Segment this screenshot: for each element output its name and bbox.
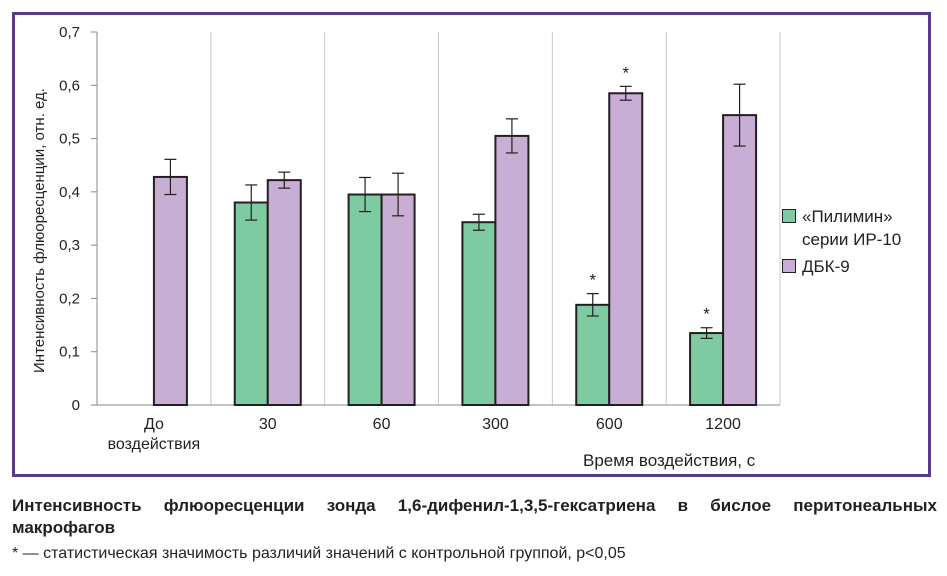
y-tick-label: 0,2 <box>59 290 80 307</box>
bar-dbk9 <box>380 193 416 406</box>
bar-pilimin <box>575 303 611 406</box>
bar-dbk9 <box>152 175 188 406</box>
x-tick-label: 1200 <box>705 416 741 433</box>
legend-item-dbk9: ДБК-9 <box>782 255 901 278</box>
x-tick-label: 30 <box>259 416 277 433</box>
legend-label-pilimin: «Пилимин» серии ИР-10 <box>802 207 902 249</box>
figure-caption: Интенсивность флюоресценции зонда 1,6-ди… <box>12 496 937 537</box>
x-tick-label: До воздействия <box>108 416 201 453</box>
x-axis-title: Время воздействия, с <box>583 451 756 470</box>
figure-note: * — статистическая значимость различий з… <box>12 545 626 562</box>
x-tick-label: 300 <box>482 416 509 433</box>
significance-marker: * <box>622 63 629 82</box>
y-axis-title: Интенсивность флюоресценции, отн. ед. <box>31 88 48 373</box>
x-tick-label: 600 <box>596 416 623 433</box>
y-tick-label: 0,1 <box>59 344 80 361</box>
x-tick-label: 60 <box>373 416 391 433</box>
legend-swatch-pilimin <box>782 209 796 223</box>
bar-dbk9 <box>266 179 302 406</box>
bar-pilimin <box>233 201 269 406</box>
y-tick-label: 0,3 <box>59 237 80 254</box>
legend: «Пилимин» серии ИР-10 ДБК-9 <box>782 205 901 282</box>
y-tick-label: 0,4 <box>59 184 80 201</box>
y-tick-label: 0,7 <box>59 24 80 41</box>
y-tick-label: 0,5 <box>59 131 80 148</box>
bar-chart: 0 0,1 0,2 0,3 0,4 0,5 0,6 0,7 Интенсивность флюо… <box>31 24 781 453</box>
bar-pilimin <box>689 332 725 407</box>
y-tick-label: 0,6 <box>59 77 80 94</box>
legend-swatch-dbk9 <box>782 259 796 273</box>
bar-dbk9 <box>608 92 644 407</box>
bar-dbk9 <box>494 134 530 407</box>
significance-marker: * <box>589 271 596 290</box>
y-tick-label: 0 <box>72 397 80 414</box>
bar-pilimin <box>461 221 497 406</box>
legend-label-dbk9: ДБК-9 <box>802 257 850 276</box>
legend-item-pilimin: «Пилимин» серии ИР-10 <box>782 205 901 251</box>
significance-marker: * <box>703 305 710 324</box>
bar-dbk9 <box>722 114 758 407</box>
bar-pilimin <box>347 193 383 406</box>
